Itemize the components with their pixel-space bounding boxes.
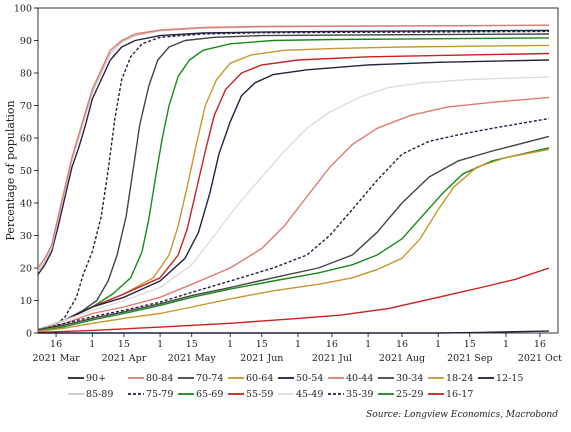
y-tick-label: 70: [20, 101, 32, 112]
series-line-65-69: [37, 37, 550, 331]
y-tick-label: 50: [20, 166, 32, 177]
y-tick-label: 80: [20, 69, 32, 80]
series-line-60-64: [37, 44, 550, 331]
x-month-label: 2021 Jun: [240, 353, 283, 364]
series-line-40-44: [37, 96, 550, 331]
y-tick-label: 100: [14, 4, 32, 15]
legend-label-25-29: 25-29: [396, 389, 423, 400]
x-month-label: 2021 Jul: [312, 353, 352, 364]
legend-label-18-24: 18-24: [446, 373, 473, 384]
x-tick-label: 1: [435, 339, 441, 350]
series-line-25-29: [37, 147, 550, 333]
legend-label-55-59: 55-59: [246, 389, 273, 400]
y-tick-label: 90: [20, 36, 32, 47]
legend-label-35-39: 35-39: [346, 389, 373, 400]
series-line-18-24: [37, 148, 550, 333]
legend-label-80-84: 80-84: [146, 373, 173, 384]
x-month-label: 2021 Apr: [102, 353, 147, 364]
y-tick-label: 20: [20, 264, 32, 275]
y-tick-label: 30: [20, 231, 32, 242]
x-tick-label: 15: [118, 339, 130, 350]
series-line-75-79: [37, 30, 550, 331]
y-tick-label: 40: [20, 199, 32, 210]
x-month-label: 2021 Sep: [447, 353, 492, 364]
legend-label-50-54: 50-54: [296, 373, 323, 384]
legend-label-30-34: 30-34: [396, 373, 423, 384]
x-month-label: 2021 Mar: [33, 353, 81, 364]
legend-label-75-79: 75-79: [146, 389, 173, 400]
x-tick-label: 15: [464, 339, 476, 350]
legend-label-60-64: 60-64: [246, 373, 273, 384]
legend-label-65-69: 65-69: [196, 389, 223, 400]
plot-frame: [37, 7, 559, 334]
x-tick-label: 16: [326, 339, 338, 350]
y-tick-label: 0: [26, 329, 32, 340]
series-lines: [37, 24, 550, 334]
series-line-70-74: [37, 33, 550, 331]
legend-label-16-17: 16-17: [446, 389, 473, 400]
series-line-90+: [37, 29, 550, 275]
series-line-16-17: [37, 267, 550, 334]
x-tick-label: 15: [256, 339, 268, 350]
y-tick-label: 60: [20, 134, 32, 145]
legend-label-12-15: 12-15: [496, 373, 523, 384]
y-axis-label: Percentage of population: [4, 100, 17, 240]
x-tick-label: 1: [295, 339, 301, 350]
legend-label-70-74: 70-74: [196, 373, 223, 384]
legend-label-45-49: 45-49: [296, 389, 323, 400]
x-tick-label: 15: [186, 339, 198, 350]
x-month-label: 2021 Aug: [379, 353, 425, 364]
legend-label-90+: 90+: [86, 373, 106, 384]
series-line-55-59: [37, 52, 550, 331]
x-tick-label: 16: [534, 339, 546, 350]
x-month-label: 2021 Oct: [518, 353, 562, 364]
x-tick-label: 1: [227, 339, 233, 350]
legend: 90+ 85-89 80-84 75-79 70-74 65-69 60-64 55-59 50…: [68, 373, 523, 400]
x-tick-label: 1: [365, 339, 371, 350]
series-line-45-49: [37, 76, 550, 331]
y-tick-label: 10: [20, 296, 32, 307]
x-tick-label: 16: [50, 339, 62, 350]
series-line-35-39: [37, 117, 550, 331]
x-tick-label: 1: [89, 339, 95, 350]
source-note: Source: Longview Economics, Macrobond: [366, 410, 558, 420]
legend-label-40-44: 40-44: [346, 373, 373, 384]
axes: 0 10 20 30 40 50 60 70 80 90 100 16 1 15 1 15 1 15 1 16 1 16 1…: [14, 4, 562, 365]
series-line-80-84: [37, 24, 550, 269]
x-tick-label: 16: [396, 339, 408, 350]
legend-label-85-89: 85-89: [86, 389, 113, 400]
series-line-30-34: [37, 135, 550, 331]
series-line-12-15: [38, 330, 550, 334]
x-tick-label: 1: [157, 339, 163, 350]
x-month-label: 2021 May: [168, 353, 217, 364]
series-line-50-54: [37, 59, 550, 331]
x-tick-label: 1: [503, 339, 509, 350]
